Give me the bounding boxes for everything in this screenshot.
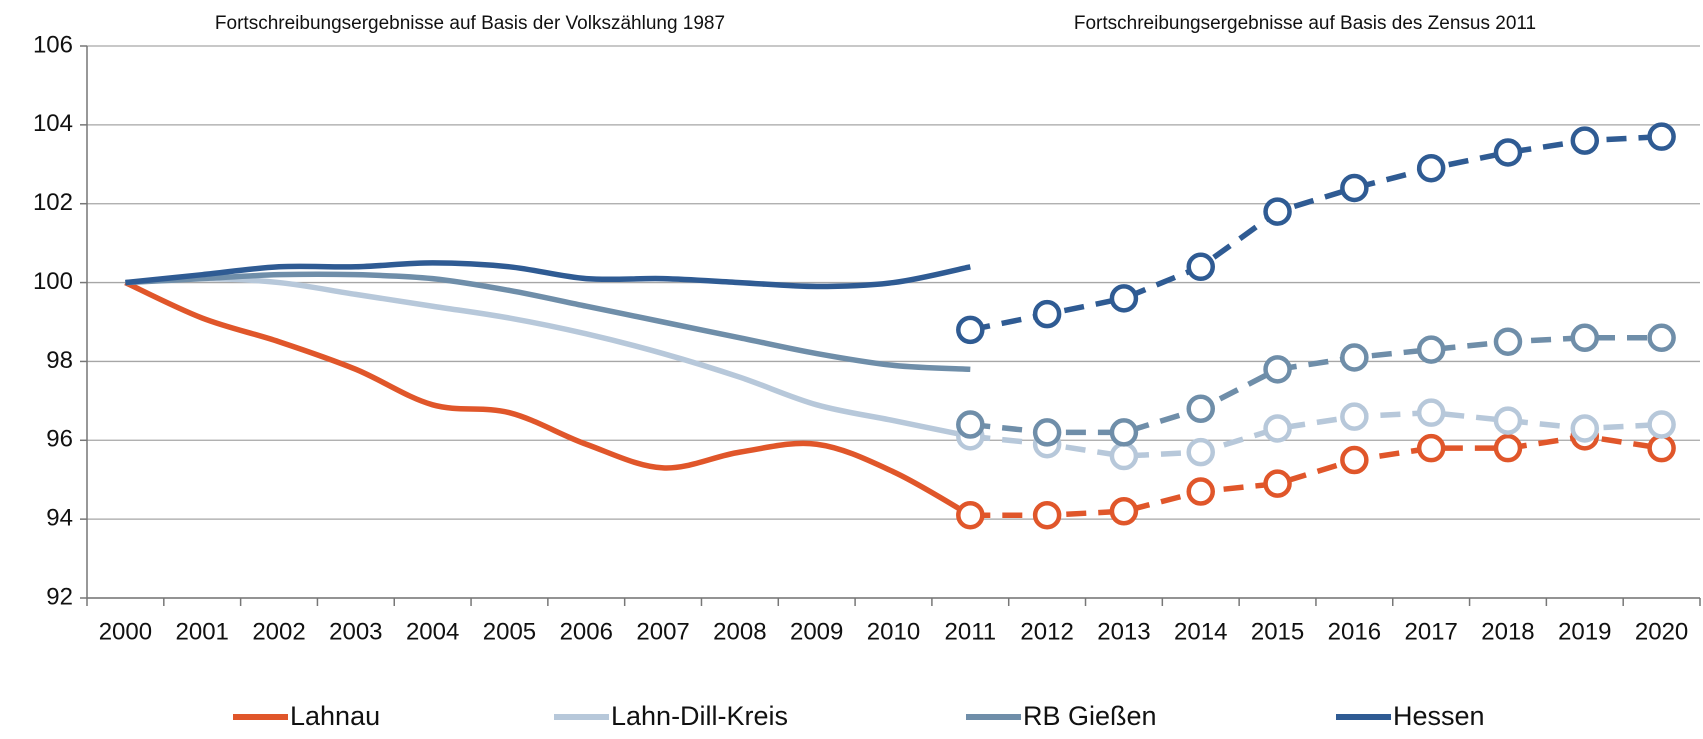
marker <box>1186 394 1215 423</box>
marker <box>1493 138 1523 167</box>
marker <box>1340 445 1369 475</box>
marker <box>1263 355 1292 384</box>
x-tick-label: 2009 <box>790 618 843 645</box>
marker <box>1109 418 1139 447</box>
series-line <box>125 271 971 373</box>
marker <box>1263 469 1292 498</box>
census-line <box>969 133 1662 333</box>
x-tick-label: 2002 <box>252 618 305 645</box>
marker <box>956 500 985 530</box>
marker <box>1109 284 1139 313</box>
marker <box>1570 323 1600 353</box>
marker <box>1032 500 1062 530</box>
y-tick-label: 104 <box>33 110 73 137</box>
marker <box>1647 122 1676 151</box>
y-tick-label: 102 <box>33 189 73 216</box>
marker <box>1493 406 1523 435</box>
marker <box>1186 477 1215 506</box>
marker <box>1109 497 1139 526</box>
marker <box>1340 173 1369 203</box>
legend-label: Lahnau <box>290 701 380 731</box>
x-tick-label: 2004 <box>406 618 459 645</box>
x-tick-label: 2018 <box>1481 618 1534 645</box>
x-tick-label: 2015 <box>1251 618 1304 645</box>
marker <box>1340 343 1369 372</box>
legend-label: RB Gießen <box>1023 701 1157 731</box>
x-tick-label: 2006 <box>560 618 613 645</box>
marker <box>1340 402 1369 431</box>
x-tick-label: 2010 <box>867 618 920 645</box>
marker <box>1647 323 1676 353</box>
marker <box>1416 433 1446 463</box>
marker <box>1416 335 1446 364</box>
y-tick-label: 92 <box>46 583 73 610</box>
x-tick-label: 2001 <box>176 618 229 645</box>
marker <box>956 410 985 439</box>
marker <box>1493 433 1523 463</box>
marker <box>1186 252 1215 282</box>
census-line <box>970 409 1662 459</box>
series-line <box>125 260 971 290</box>
y-tick-label: 100 <box>33 268 73 295</box>
x-tick-label: 2014 <box>1174 618 1227 645</box>
annotation: Fortschreibungsergebnisse auf Basis des … <box>1074 13 1536 34</box>
x-tick-label: 2005 <box>483 618 536 645</box>
series-line <box>125 275 971 440</box>
census-line <box>970 335 1662 436</box>
x-tick-label: 2000 <box>99 618 152 645</box>
marker <box>1032 299 1062 329</box>
legend-label: Hessen <box>1393 701 1485 731</box>
x-tick-label: 2013 <box>1097 618 1150 645</box>
x-tick-label: 2007 <box>636 618 689 645</box>
marker <box>1647 433 1676 463</box>
marker <box>1186 437 1215 467</box>
y-tick-label: 98 <box>46 347 73 374</box>
y-tick-label: 94 <box>46 504 73 531</box>
x-tick-label: 2012 <box>1020 618 1073 645</box>
x-tick-label: 2017 <box>1404 618 1457 645</box>
census-line <box>970 433 1663 518</box>
marker <box>956 315 985 345</box>
marker <box>1493 327 1523 356</box>
marker <box>1263 197 1292 226</box>
x-tick-label: 2016 <box>1328 618 1381 645</box>
marker <box>1032 418 1062 447</box>
marker <box>1570 414 1600 443</box>
marker <box>1263 414 1292 443</box>
marker <box>1416 398 1446 427</box>
x-tick-label: 2020 <box>1635 618 1688 645</box>
marker <box>1647 410 1676 439</box>
marker <box>1416 153 1446 183</box>
x-tick-label: 2011 <box>945 618 997 645</box>
marker <box>1570 126 1600 155</box>
y-tick-label: 106 <box>33 31 73 58</box>
y-tick-label: 96 <box>46 426 73 453</box>
series-line <box>124 280 972 518</box>
x-tick-label: 2003 <box>329 618 382 645</box>
annotation: Fortschreibungsergebnisse auf Basis der … <box>215 13 725 34</box>
x-tick-label: 2019 <box>1558 618 1611 645</box>
x-tick-label: 2008 <box>713 618 766 645</box>
legend-label: Lahn-Dill-Kreis <box>611 701 788 731</box>
marker <box>1109 441 1139 471</box>
